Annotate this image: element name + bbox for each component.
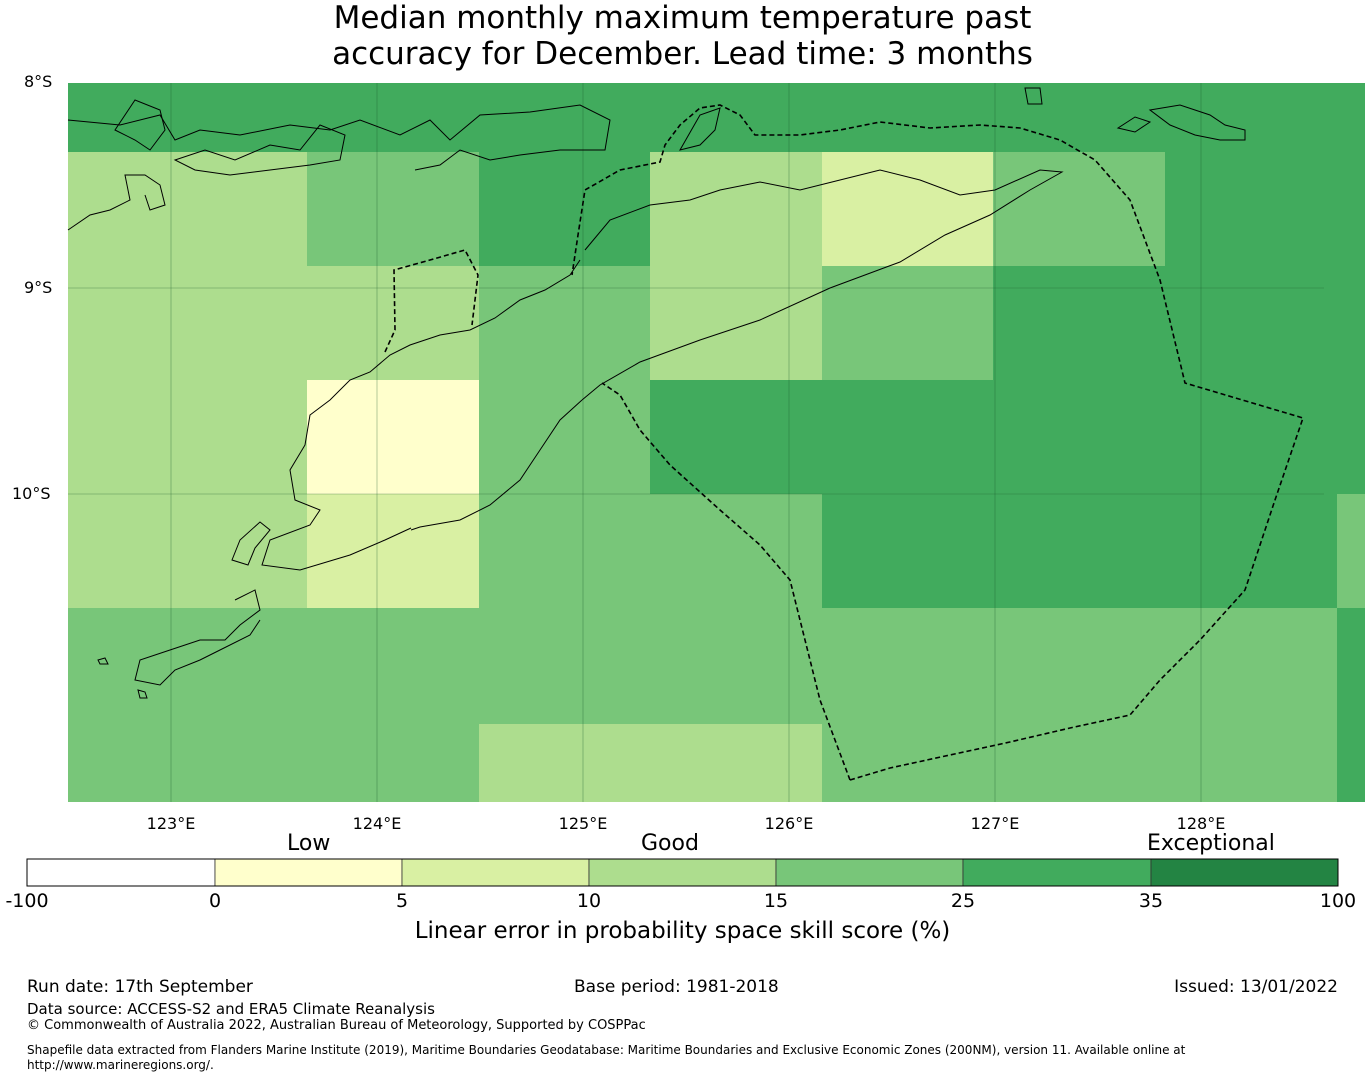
coastlines	[67, 87, 1246, 699]
grid-cell	[1337, 494, 1365, 608]
tick-label-5: 5	[395, 890, 409, 912]
coastline-path	[678, 107, 721, 151]
shapefile-credit-line-2: http://www.marineregions.org/.	[27, 1058, 214, 1072]
colorbar-segment	[962, 858, 1152, 887]
colorbar-segment	[588, 858, 777, 887]
grid-cell	[307, 152, 479, 266]
grid-cell	[479, 724, 822, 802]
grid-cell	[1165, 152, 1365, 266]
colorbar-title: Linear error in probability space skill …	[414, 918, 951, 944]
coastline-path	[67, 104, 611, 171]
lon-label-124e: 124°E	[352, 814, 402, 833]
copyright: © Commonwealth of Australia 2022, Austra…	[27, 1018, 646, 1033]
coastline-path	[1116, 116, 1152, 133]
grid-cell	[822, 266, 993, 380]
tick-label-10: 10	[576, 890, 602, 912]
lon-label-126e: 126°E	[764, 814, 814, 833]
coastline-path	[134, 589, 261, 686]
grid-cell	[307, 380, 479, 494]
colorbar-segment	[26, 858, 216, 887]
lon-label-123e: 123°E	[146, 814, 196, 833]
coastline-path	[173, 124, 346, 176]
lon-label-128e: 128°E	[1176, 814, 1226, 833]
colorbar	[26, 858, 1339, 887]
grid-cell	[822, 494, 1337, 608]
grid-cell	[650, 152, 822, 266]
coastline-path	[137, 689, 148, 699]
lat-label-9s: 9°S	[24, 278, 53, 297]
coastline-path	[231, 521, 271, 566]
grid-cell	[68, 152, 307, 266]
category-label-low: Low	[287, 831, 331, 856]
title-line-1: Median monthly maximum temperature past	[333, 0, 1032, 36]
coastline-path	[97, 657, 109, 665]
grid-cell	[993, 152, 1165, 266]
tick-label-15: 15	[763, 890, 789, 912]
coastline-path	[581, 169, 1064, 401]
grid-cell	[68, 266, 479, 380]
colorbar-segment	[775, 858, 964, 887]
coastline-path	[261, 259, 581, 571]
eez-boundary-path	[384, 249, 479, 353]
eez-boundary-path	[601, 382, 851, 781]
lat-label-8s: 8°S	[24, 72, 53, 91]
grid-cell	[822, 152, 993, 266]
coastline-path	[1024, 87, 1043, 105]
grid-cell	[993, 266, 1365, 380]
grid-cell	[479, 494, 822, 608]
coastline-path	[67, 174, 166, 231]
grid-cell	[479, 380, 650, 494]
category-label-exceptional: Exceptional	[1147, 831, 1275, 856]
issued-date: Issued: 13/01/2022	[1174, 977, 1338, 997]
grid-cell	[307, 494, 479, 608]
grid-cell	[479, 152, 650, 266]
shapefile-credit-line-1: Shapefile data extracted from Flanders M…	[27, 1043, 1186, 1057]
grid-cell	[68, 83, 1365, 152]
grid-cell	[68, 494, 307, 608]
shapefile-credit: Shapefile data extracted from Flanders M…	[27, 1043, 1347, 1073]
data-source: Data source: ACCESS-S2 and ERA5 Climate …	[27, 1000, 435, 1018]
lon-label-127e: 127°E	[970, 814, 1020, 833]
eez-boundary	[384, 104, 1305, 781]
grid-cell	[1337, 724, 1365, 802]
colorbar-segment	[401, 858, 590, 887]
skill-score-grid	[68, 83, 1365, 802]
lat-label-10s: 10°S	[12, 484, 51, 503]
colorbar-frame	[26, 858, 1339, 887]
grid-cell	[1337, 608, 1365, 724]
eez-boundary-path	[571, 104, 1305, 781]
tick-label-100: 100	[1319, 890, 1357, 912]
tick-label-minus100: -100	[5, 890, 49, 912]
grid-cell	[479, 266, 650, 380]
base-period: Base period: 1981-2018	[574, 977, 779, 997]
coastline-path	[1148, 104, 1246, 141]
category-label-good: Good	[641, 831, 699, 856]
grid-cell	[650, 266, 822, 380]
tick-label-0: 0	[208, 890, 222, 912]
tick-label-25: 25	[950, 890, 976, 912]
grid-cell	[822, 724, 1337, 802]
grid-cell	[68, 608, 1337, 724]
coastline-path	[114, 99, 166, 151]
colorbar-segment	[1150, 858, 1339, 887]
coastline-path	[410, 399, 583, 531]
colorbar-segment	[214, 858, 403, 887]
grid-cell	[68, 380, 307, 494]
lon-label-125e: 125°E	[558, 814, 608, 833]
run-date: Run date: 17th September	[27, 977, 253, 997]
chart-title: Median monthly maximum temperature past …	[0, 0, 1365, 72]
grid-cell	[650, 380, 1365, 494]
tick-label-35: 35	[1138, 890, 1164, 912]
grid-cell	[68, 724, 479, 802]
title-line-2: accuracy for December. Lead time: 3 mont…	[332, 36, 1033, 72]
